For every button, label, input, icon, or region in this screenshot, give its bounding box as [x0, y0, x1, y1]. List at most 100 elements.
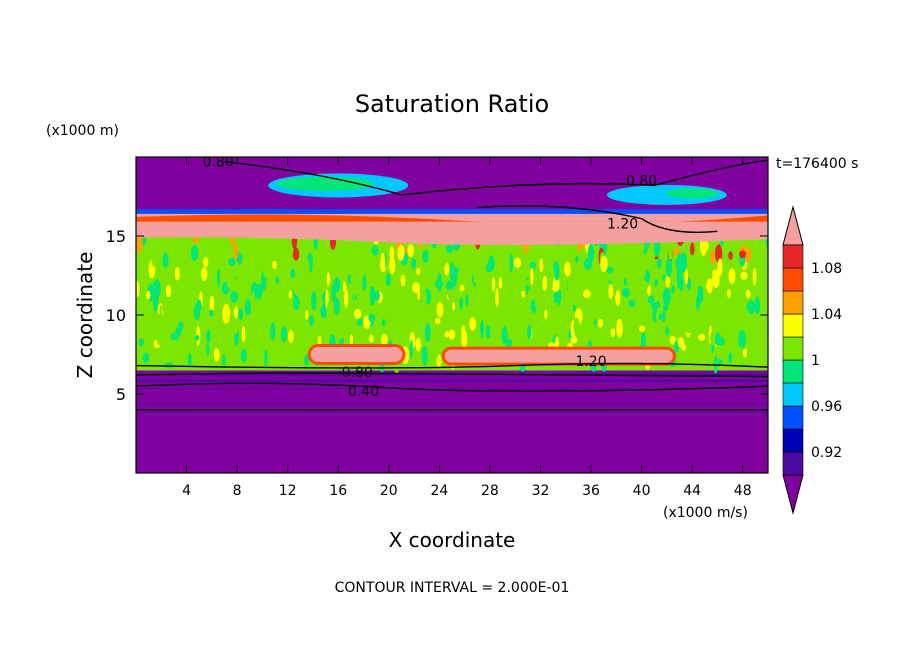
contour-line — [136, 382, 768, 392]
speckle — [415, 337, 422, 352]
speckle — [561, 287, 565, 302]
speckle — [222, 354, 226, 368]
speckle — [386, 306, 391, 326]
speckle — [400, 274, 406, 287]
speckle — [352, 282, 357, 299]
speckle — [461, 325, 466, 342]
speckle — [288, 290, 293, 299]
speckle — [255, 283, 263, 300]
contour-line — [136, 362, 768, 369]
speckle — [572, 277, 580, 284]
speckle — [144, 329, 153, 345]
speckle — [415, 302, 422, 320]
speckle — [717, 359, 723, 366]
colorbar-swatch — [782, 451, 804, 476]
speckle — [136, 360, 141, 370]
time-label: t=176400 s — [776, 156, 858, 172]
speckle — [191, 281, 197, 290]
speckle — [712, 272, 720, 289]
speckle — [434, 350, 439, 359]
speckle — [665, 257, 672, 278]
speckle — [240, 348, 247, 363]
speckle — [455, 256, 463, 269]
speckle — [608, 283, 614, 300]
speckle — [656, 258, 662, 269]
speckle — [739, 309, 745, 330]
speckle — [762, 329, 768, 346]
speckle — [584, 257, 592, 271]
speckle — [706, 278, 713, 294]
contour-lines: 0.80 0.80 1.20 1.20 0.80 0.40 — [136, 157, 768, 411]
speckle — [362, 274, 367, 291]
speckle — [452, 302, 456, 311]
speckle — [245, 282, 250, 291]
speckle — [165, 327, 172, 336]
speckle — [697, 285, 704, 304]
speckle — [290, 268, 296, 279]
speckle — [513, 257, 522, 268]
speckle — [138, 338, 144, 347]
speckle — [729, 239, 737, 247]
y-unit-label: (x1000 m) — [46, 123, 119, 139]
speckle — [373, 262, 382, 270]
contour-label: 0.40 — [348, 384, 379, 400]
speckle — [680, 256, 686, 269]
speckle — [623, 278, 627, 286]
speckle — [263, 259, 267, 278]
speckle — [527, 324, 532, 340]
speckle — [354, 308, 362, 320]
speckle — [388, 256, 396, 275]
speckle — [142, 352, 150, 363]
speckle — [153, 348, 157, 363]
speckle — [264, 349, 268, 368]
speckle — [419, 241, 423, 250]
colorbar-swatch — [782, 359, 804, 384]
speckle — [473, 268, 478, 284]
x-tick-label: 8 — [233, 483, 242, 499]
speckle — [233, 243, 238, 261]
speckle — [447, 288, 455, 302]
speckle — [251, 290, 255, 307]
speckle — [292, 247, 300, 261]
speckle — [371, 245, 379, 256]
speckle — [567, 274, 575, 294]
transition-stripe — [136, 209, 768, 214]
speckle — [552, 284, 560, 292]
speckle — [407, 244, 415, 258]
speckle — [637, 266, 646, 279]
speckle — [701, 346, 708, 364]
speckle — [695, 269, 702, 277]
band-0 — [136, 370, 768, 473]
contour-label: 1.20 — [575, 354, 606, 370]
x-tick-label: 44 — [683, 483, 701, 499]
speckle — [689, 242, 695, 256]
speckle — [746, 289, 751, 299]
speckle — [559, 275, 567, 296]
speckle — [321, 318, 326, 326]
speckle — [272, 260, 278, 270]
colorbar-swatch — [782, 267, 804, 292]
speckle — [728, 268, 736, 285]
speckle — [231, 322, 239, 334]
speckle — [634, 251, 642, 259]
speckle — [247, 330, 252, 346]
speckle — [181, 312, 188, 324]
speckle — [140, 278, 147, 296]
speckle — [241, 326, 246, 343]
speckle — [229, 358, 236, 368]
speckle — [676, 265, 684, 275]
speckle — [610, 326, 616, 338]
speckle — [146, 290, 151, 300]
speckle — [753, 319, 760, 328]
speckle — [509, 253, 514, 273]
speckle — [684, 315, 693, 334]
speckle — [399, 292, 405, 309]
speckle — [380, 333, 388, 346]
speckle — [444, 263, 450, 276]
speckle — [416, 267, 421, 276]
speckle — [485, 324, 491, 339]
speckle — [300, 285, 307, 299]
speckle — [728, 352, 733, 364]
speckle — [192, 237, 199, 244]
